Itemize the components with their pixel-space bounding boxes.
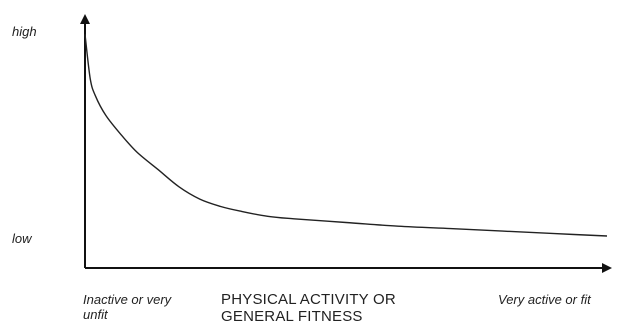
y-tick-label-high: high	[12, 24, 37, 39]
curve-layer	[84, 34, 608, 237]
x-tick-label-right: Very active or fit	[498, 292, 591, 307]
x-tick-label-left: Inactive or very unfit	[83, 292, 172, 322]
y-tick-label-low: low	[12, 231, 32, 246]
y-axis-arrowhead	[80, 14, 90, 24]
x-axis-arrowhead	[602, 263, 612, 273]
axes	[80, 14, 612, 273]
x-axis-title: PHYSICAL ACTIVITY OR GENERAL FITNESS	[221, 291, 396, 325]
series-line-0	[84, 34, 608, 237]
